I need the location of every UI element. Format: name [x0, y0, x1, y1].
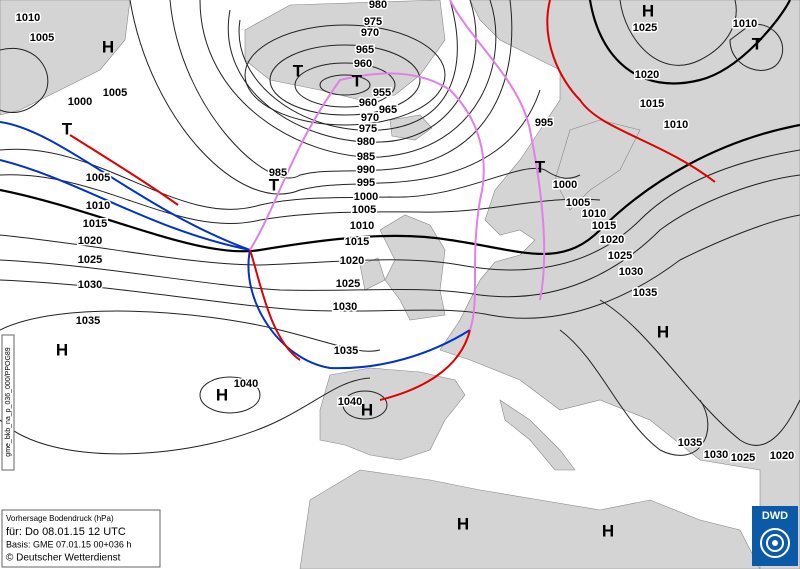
- isobar-label: 1010: [582, 208, 606, 220]
- logo-swirl: [772, 540, 778, 546]
- fronts: [0, 0, 716, 401]
- isobar-label: 1025: [608, 250, 632, 262]
- isobar-label: 1005: [103, 87, 127, 99]
- low-pressure-label: T: [269, 175, 280, 194]
- isobar-label: 1010: [86, 200, 110, 212]
- high-pressure-label: H: [56, 340, 68, 359]
- isobar-label: 1035: [334, 345, 358, 357]
- high-pressure-label: H: [657, 322, 669, 341]
- side-frame: [1, 334, 15, 471]
- isobar-label: 1030: [619, 266, 643, 278]
- info-box: Vorhersage Bodendruck (hPa) für: Do 08.0…: [1, 509, 161, 568]
- low-pressure-label: T: [752, 34, 763, 53]
- isobar-label: 1005: [352, 204, 376, 216]
- isobar-label: 1020: [635, 69, 659, 81]
- isobar-label: 1010: [350, 220, 374, 232]
- dwd-logo: DWD: [752, 506, 798, 566]
- isobar-label: 965: [379, 104, 397, 116]
- isobar-label: 1015: [345, 236, 369, 248]
- isobar-label: 1000: [354, 191, 378, 203]
- isobar-label: 1010: [16, 12, 40, 24]
- cold-front: [0, 121, 251, 251]
- isobar-label: 995: [535, 117, 553, 129]
- isobar-label: 1005: [30, 32, 54, 44]
- isobar-label: 990: [357, 164, 375, 176]
- isobar-label: 1020: [600, 234, 624, 246]
- isobar-label: 1025: [633, 22, 657, 34]
- low-pressure-label: T: [62, 119, 73, 138]
- side-code-box: gme_bkb_na_p_036_000/PPOG89: [1, 334, 15, 471]
- isobar-label: 985: [357, 151, 375, 163]
- isobar-label: 1040: [234, 378, 258, 390]
- isobar-label: 1020: [340, 255, 364, 267]
- isobar-label: 1030: [333, 301, 357, 313]
- isobar-label: 1030: [704, 449, 728, 461]
- isobar-label: 1020: [78, 235, 102, 247]
- isobar-label: 970: [361, 27, 379, 39]
- isobar-label: 1025: [78, 254, 102, 266]
- low-pressure-label: T: [352, 71, 363, 90]
- isobar-label: 1030: [78, 279, 102, 291]
- isobar-label: 1010: [733, 18, 757, 30]
- isobar-label: 960: [354, 58, 372, 70]
- high-pressure-label: H: [216, 385, 228, 404]
- isobar-label: 1000: [68, 96, 92, 108]
- info-title: Vorhersage Bodendruck (hPa): [6, 514, 114, 523]
- isobar-label: 1010: [664, 119, 688, 131]
- isobar-label: 975: [359, 123, 377, 135]
- isobar-label: 1025: [336, 278, 360, 290]
- isobar-label: 985: [269, 167, 287, 179]
- cold-front: [0, 159, 251, 251]
- isobar-label: 970: [361, 112, 379, 124]
- isobar-label: 960: [359, 97, 377, 109]
- isobar-label: 1005: [86, 172, 110, 184]
- isobar-label: 1025: [731, 452, 755, 464]
- isobar-label: 1015: [592, 220, 616, 232]
- occluded-front: [249, 72, 485, 331]
- isobar-label: 1035: [678, 437, 702, 449]
- isobar-label: 1035: [76, 315, 100, 327]
- high-pressure-label: H: [457, 514, 469, 533]
- low-pressure-label: T: [535, 157, 546, 176]
- warm-front: [546, 0, 716, 183]
- high-pressure-label: H: [642, 1, 654, 20]
- isobar-label: 1005: [566, 197, 590, 209]
- isobars: [0, 0, 800, 456]
- logo-swirl: [760, 528, 790, 558]
- isobar-label: 995: [357, 177, 375, 189]
- isobar-label: 980: [369, 0, 387, 11]
- isobar-label: 1015: [83, 218, 107, 230]
- warm-front: [69, 134, 179, 206]
- isobar-label: 1035: [633, 287, 657, 299]
- logo-text: DWD: [762, 510, 788, 522]
- isobar-label: 1015: [640, 98, 664, 110]
- isobar-label: 955: [373, 87, 391, 99]
- logo-swirl: [766, 534, 784, 552]
- cold-front: [247, 249, 471, 370]
- occluded-front: [449, 0, 546, 301]
- high-pressure-label: H: [102, 37, 114, 56]
- isobar-label: 975: [364, 16, 382, 28]
- isobar-label: 1000: [553, 179, 577, 191]
- isobar-label: 1020: [770, 450, 794, 462]
- info-copyright: © Deutscher Wetterdienst: [6, 553, 121, 564]
- isobar-label: 1040: [338, 396, 362, 408]
- high-pressure-label: H: [361, 400, 373, 419]
- isobar-label: 980: [357, 136, 375, 148]
- side-code: gme_bkb_na_p_036_000/PPOG89: [5, 347, 12, 456]
- warm-front: [379, 329, 471, 401]
- warm-front: [249, 249, 301, 361]
- isobar-label: 965: [356, 44, 374, 56]
- low-pressure-label: T: [293, 61, 304, 80]
- high-pressure-label: H: [602, 521, 614, 540]
- info-frame: [1, 509, 161, 568]
- info-basis: Basis: GME 07.01.15 00+036 h: [6, 539, 131, 549]
- info-valid: für: Do 08.01.15 12 UTC: [6, 526, 126, 538]
